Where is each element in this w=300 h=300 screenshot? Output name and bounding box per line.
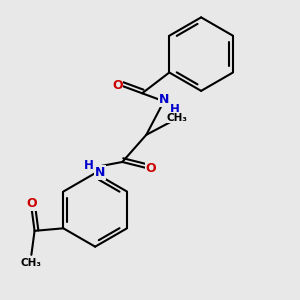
Text: CH₃: CH₃ xyxy=(167,113,188,123)
Text: H: H xyxy=(170,103,180,116)
Text: CH₃: CH₃ xyxy=(21,258,42,268)
Text: O: O xyxy=(112,79,122,92)
Text: N: N xyxy=(159,93,169,106)
Text: N: N xyxy=(95,166,105,179)
Text: H: H xyxy=(84,159,94,172)
Text: O: O xyxy=(146,162,156,175)
Text: O: O xyxy=(26,197,37,210)
